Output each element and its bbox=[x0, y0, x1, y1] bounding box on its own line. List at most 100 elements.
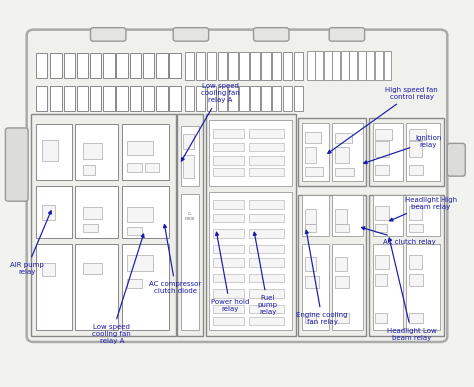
Bar bbox=[143, 53, 155, 78]
Bar bbox=[375, 206, 389, 221]
Bar bbox=[335, 224, 349, 232]
Bar bbox=[207, 86, 216, 111]
Bar bbox=[249, 274, 284, 282]
Bar bbox=[249, 229, 284, 238]
Bar bbox=[75, 124, 118, 180]
Bar bbox=[42, 263, 55, 276]
Bar bbox=[366, 51, 374, 80]
FancyBboxPatch shape bbox=[173, 28, 209, 41]
Bar bbox=[169, 86, 181, 111]
Bar bbox=[409, 224, 423, 232]
Bar bbox=[272, 86, 282, 111]
Bar bbox=[213, 229, 244, 238]
Bar bbox=[302, 195, 329, 236]
Bar bbox=[332, 195, 363, 236]
Bar bbox=[335, 168, 354, 176]
Bar bbox=[375, 51, 383, 80]
Bar bbox=[50, 86, 62, 111]
Text: Low speed
cooling fan
relay A: Low speed cooling fan relay A bbox=[92, 234, 144, 344]
Bar bbox=[117, 86, 128, 111]
Bar bbox=[42, 205, 55, 221]
Text: C-
C000: C- C000 bbox=[185, 212, 195, 221]
Bar bbox=[239, 86, 249, 111]
Bar bbox=[249, 168, 284, 176]
Bar bbox=[128, 279, 142, 288]
Bar bbox=[239, 52, 249, 80]
Bar bbox=[182, 134, 194, 149]
Bar bbox=[335, 209, 347, 224]
Bar bbox=[409, 140, 422, 157]
Bar bbox=[182, 155, 194, 178]
Bar bbox=[75, 244, 118, 330]
Bar bbox=[213, 305, 244, 313]
FancyBboxPatch shape bbox=[447, 143, 465, 176]
Bar bbox=[77, 53, 88, 78]
Bar bbox=[298, 195, 366, 336]
Bar bbox=[409, 313, 423, 323]
Bar bbox=[335, 313, 349, 323]
Bar bbox=[249, 142, 284, 151]
Text: Low speed
cooling fan
relay A: Low speed cooling fan relay A bbox=[182, 83, 240, 161]
Bar bbox=[305, 313, 317, 323]
Text: Fuel
pump
relay: Fuel pump relay bbox=[253, 232, 278, 315]
Bar bbox=[409, 255, 422, 269]
Bar bbox=[181, 126, 199, 186]
Text: Ignition
relay: Ignition relay bbox=[364, 135, 442, 164]
Bar bbox=[122, 124, 169, 180]
Bar bbox=[83, 224, 98, 232]
Bar bbox=[305, 224, 317, 232]
Bar bbox=[358, 51, 365, 80]
Bar bbox=[261, 86, 271, 111]
Bar bbox=[122, 244, 169, 330]
Bar bbox=[143, 86, 155, 111]
Bar bbox=[305, 276, 319, 288]
Bar bbox=[332, 244, 363, 330]
Bar bbox=[196, 52, 205, 80]
Bar bbox=[185, 52, 194, 80]
Bar bbox=[249, 289, 284, 298]
Bar bbox=[218, 52, 227, 80]
Bar bbox=[406, 195, 440, 236]
Bar bbox=[128, 163, 142, 172]
Bar bbox=[145, 163, 159, 172]
Bar bbox=[375, 140, 389, 157]
Bar bbox=[181, 194, 199, 330]
Bar bbox=[213, 258, 244, 267]
Bar bbox=[128, 255, 154, 271]
Bar bbox=[64, 86, 75, 111]
Bar bbox=[83, 165, 95, 175]
Bar bbox=[36, 86, 47, 111]
Bar bbox=[36, 244, 72, 330]
Bar bbox=[316, 51, 323, 80]
Bar bbox=[302, 123, 329, 181]
Bar bbox=[213, 156, 244, 164]
Bar bbox=[213, 142, 244, 151]
Bar bbox=[250, 86, 260, 111]
Bar bbox=[177, 115, 203, 336]
Bar bbox=[261, 52, 271, 80]
Bar bbox=[156, 53, 167, 78]
Bar bbox=[90, 53, 101, 78]
Bar bbox=[207, 52, 216, 80]
Bar bbox=[185, 86, 194, 111]
Bar bbox=[103, 53, 115, 78]
Bar bbox=[128, 207, 154, 223]
Bar bbox=[375, 165, 389, 175]
Bar bbox=[249, 129, 284, 138]
Bar bbox=[294, 86, 303, 111]
Text: High speed fan
control relay: High speed fan control relay bbox=[328, 87, 438, 153]
Bar bbox=[169, 53, 181, 78]
Bar bbox=[36, 186, 72, 238]
FancyBboxPatch shape bbox=[91, 28, 126, 41]
Bar bbox=[196, 86, 205, 111]
Text: Headlight High
beam relay: Headlight High beam relay bbox=[390, 197, 457, 221]
Bar bbox=[103, 86, 115, 111]
Bar bbox=[373, 244, 403, 330]
FancyBboxPatch shape bbox=[5, 128, 28, 201]
Bar bbox=[375, 313, 387, 323]
Text: AIR pump
relay: AIR pump relay bbox=[10, 211, 51, 275]
Bar bbox=[335, 257, 347, 271]
Text: Engine cooling
fan relay: Engine cooling fan relay bbox=[296, 230, 348, 325]
Bar bbox=[213, 214, 244, 223]
Text: AC compressor
clutch diode: AC compressor clutch diode bbox=[149, 224, 201, 295]
